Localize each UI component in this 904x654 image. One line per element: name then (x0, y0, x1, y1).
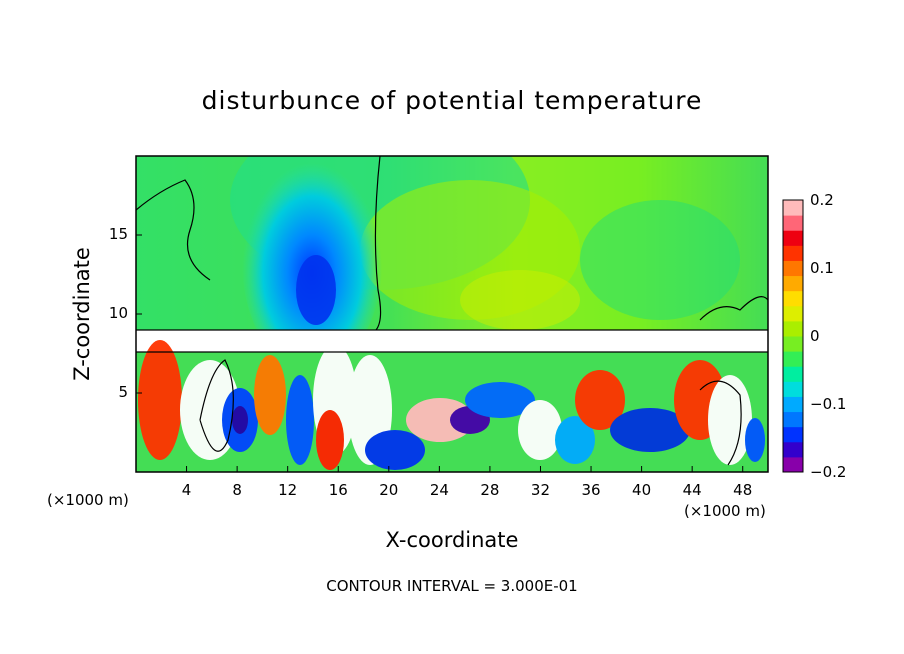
colorbar-swatch (783, 336, 803, 352)
x-unit-label-right: (×1000 m) (684, 502, 766, 520)
colorbar-swatch (783, 381, 803, 397)
x-tick-label: 40 (632, 481, 652, 499)
colorbar-swatch (783, 426, 803, 443)
x-tick-label: 44 (682, 481, 702, 499)
colorbar-swatch (783, 396, 803, 413)
x-unit-label: (×1000 m) (47, 491, 129, 509)
x-tick-label: 36 (581, 481, 601, 499)
colorbar-tick-label: 0.2 (810, 191, 834, 209)
colorbar-swatch (783, 351, 803, 367)
colorbar-swatch (783, 215, 803, 231)
y-tick-label: 10 (108, 304, 128, 322)
colorbar-swatch (783, 230, 803, 246)
colorbar-tick-label: −0.2 (810, 463, 847, 481)
colorbar-swatch (783, 260, 803, 277)
colorbar-tick-label: 0 (810, 327, 820, 345)
y-tick-label: 5 (118, 383, 128, 401)
colorbar-swatch (783, 305, 803, 322)
colorbar-swatch (783, 245, 803, 261)
x-axis-label: X-coordinate (385, 528, 519, 552)
x-tick-label: 20 (379, 481, 399, 499)
colorbar-swatch (783, 441, 803, 458)
colorbar-swatch (783, 275, 803, 292)
x-tick-label: 4 (181, 481, 192, 499)
colorbar-tick-label: −0.1 (810, 395, 847, 413)
colorbar-swatch (783, 290, 803, 307)
x-tick-label: 12 (278, 481, 298, 499)
contour-lines (136, 156, 768, 466)
x-tick-label: 16 (328, 481, 348, 499)
colorbar (783, 200, 803, 473)
colorbar-swatch (783, 320, 803, 337)
x-tick-label: 24 (429, 481, 449, 499)
colorbar-swatch (783, 411, 803, 428)
y-tick-label: 15 (108, 225, 128, 243)
contour-interval-annotation: CONTOUR INTERVAL = 3.000E-01 (326, 577, 578, 595)
x-tick-label: 8 (232, 481, 242, 499)
heatmap-field (136, 156, 768, 472)
chart-title: disturbunce of potential temperature (201, 86, 703, 115)
x-tick-label: 48 (733, 481, 753, 499)
colorbar-swatch (783, 456, 803, 473)
colorbar-frame (782, 199, 804, 473)
y-axis-label: Z-coordinate (70, 247, 94, 381)
colorbar-swatch (783, 366, 803, 382)
x-tick-label: 28 (480, 481, 500, 499)
colorbar-swatch (783, 200, 803, 216)
x-tick-marks (186, 466, 744, 472)
y-tick-marks (136, 234, 142, 394)
x-tick-label: 32 (530, 481, 551, 499)
colorbar-tick-label: 0.1 (810, 259, 834, 277)
